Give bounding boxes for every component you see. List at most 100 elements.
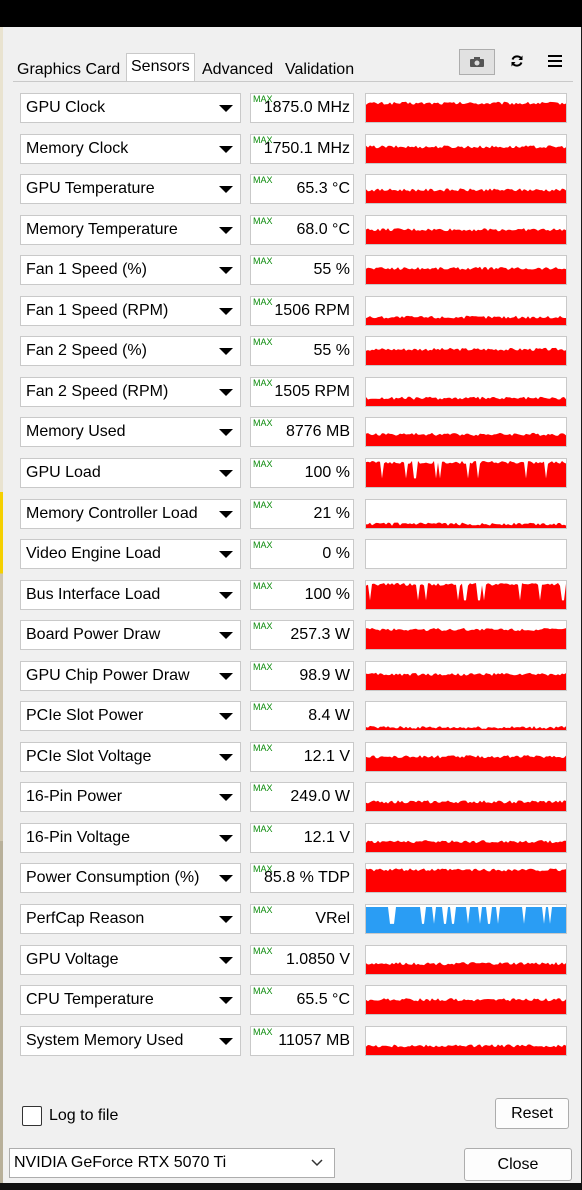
gpu-select[interactable]: NVIDIA GeForce RTX 5070 Ti — [9, 1148, 335, 1178]
sensor-name: CPU Temperature — [26, 991, 154, 1009]
close-button[interactable]: Close — [464, 1148, 572, 1181]
sensor-name-select[interactable]: GPU Temperature — [20, 174, 241, 205]
sensor-value: 8.4 W — [308, 707, 350, 725]
max-indicator: MAX — [253, 823, 273, 834]
sensor-name-select[interactable]: 16-Pin Voltage — [20, 822, 241, 853]
sensor-name-select[interactable]: Video Engine Load — [20, 539, 241, 570]
sensor-name-select[interactable]: Board Power Draw — [20, 620, 241, 651]
sensor-graph — [365, 985, 567, 1016]
sensor-value: 257.3 W — [290, 626, 350, 644]
sensor-graph — [365, 93, 567, 123]
screenshot-button[interactable] — [459, 49, 495, 75]
sensor-value: 65.3 °C — [296, 180, 350, 198]
tab-advanced[interactable]: Advanced — [202, 61, 274, 78]
sensor-name-select[interactable]: Bus Interface Load — [20, 579, 241, 610]
sensor-name-select[interactable]: Memory Used — [20, 417, 241, 448]
sensor-graph — [365, 904, 567, 934]
sensor-graph-area — [366, 754, 566, 771]
sensor-value: 1875.0 MHz — [263, 99, 350, 116]
desktop-background-strip — [0, 27, 3, 1190]
menu-button[interactable] — [541, 49, 569, 73]
sensor-value: 12.1 V — [303, 828, 350, 846]
sensor-row: Memory Controller Load MAX 21 % — [20, 498, 567, 529]
sensor-name-select[interactable]: Fan 2 Speed (%) — [20, 336, 241, 367]
log-to-file-control[interactable]: Log to file — [22, 1105, 118, 1127]
sensor-value-box: MAX 85.8 % TDP — [250, 863, 354, 894]
sensor-graph — [365, 417, 567, 448]
sensor-graph-area — [366, 672, 566, 690]
max-indicator: MAX — [253, 377, 273, 388]
sensor-value: 1506 RPM — [274, 301, 350, 319]
sensor-graph — [365, 295, 567, 326]
sensor-name-select[interactable]: GPU Chip Power Draw — [20, 660, 241, 691]
sensor-name-select[interactable]: PCIe Slot Voltage — [20, 741, 241, 772]
sensor-name: Memory Used — [26, 423, 126, 441]
sensor-name-select[interactable]: PCIe Slot Power — [20, 701, 241, 732]
sensor-value: 68.0 °C — [296, 220, 350, 238]
sensor-name-select[interactable]: GPU Clock — [20, 93, 241, 123]
sensor-value: 8776 MB — [285, 423, 350, 441]
sensor-name-select[interactable]: System Memory Used — [20, 1025, 241, 1056]
max-indicator: MAX — [253, 621, 273, 632]
sensor-row: Fan 1 Speed (%) MAX 55 % — [20, 255, 567, 286]
sensor-row: GPU Clock MAX 1875.0 MHz — [20, 93, 567, 123]
sensor-graph-area — [366, 315, 566, 325]
sensor-row: GPU Load MAX 100 % — [20, 457, 567, 488]
sensor-value-box: MAX 12.1 V — [250, 822, 354, 853]
tab-validation[interactable]: Validation — [285, 61, 355, 78]
max-indicator: MAX — [253, 94, 273, 104]
sensor-value: 100 % — [304, 585, 350, 603]
reset-button[interactable]: Reset — [495, 1098, 569, 1129]
sensor-row: 16-Pin Voltage MAX 12.1 V — [20, 822, 567, 853]
sensor-value-box: MAX 1875.0 MHz — [250, 93, 354, 123]
sensor-row: Fan 1 Speed (RPM) MAX 1506 RPM — [20, 295, 567, 326]
sensor-name: System Memory Used — [26, 1031, 184, 1049]
dropdown-arrow-icon — [219, 145, 233, 153]
tab-sensors[interactable]: Sensors — [126, 53, 195, 82]
sensor-value-box: MAX 1.0850 V — [250, 944, 354, 975]
dropdown-arrow-icon — [219, 469, 233, 477]
sensor-name-select[interactable]: Fan 1 Speed (RPM) — [20, 295, 241, 326]
sensor-graph-area — [366, 582, 566, 609]
sensor-value: 21 % — [313, 504, 350, 522]
sensor-name: GPU Voltage — [26, 950, 119, 968]
desktop-top-bar — [0, 0, 582, 27]
sensor-name-select[interactable]: Fan 1 Speed (%) — [20, 255, 241, 286]
dropdown-arrow-icon — [219, 105, 233, 112]
sensor-name: PCIe Slot Voltage — [26, 747, 152, 765]
sensor-row: Power Consumption (%) MAX 85.8 % TDP — [20, 863, 567, 894]
refresh-button[interactable] — [503, 49, 531, 73]
sensor-graph-area — [366, 868, 566, 893]
sensor-name-select[interactable]: Power Consumption (%) — [20, 863, 241, 894]
sensor-value-box: MAX 249.0 W — [250, 782, 354, 813]
sensor-row: Board Power Draw MAX 257.3 W — [20, 620, 567, 651]
log-to-file-label: Log to file — [49, 1107, 119, 1124]
sensor-value-box: MAX 100 % — [250, 457, 354, 488]
max-indicator: MAX — [253, 175, 273, 186]
dropdown-arrow-icon — [219, 388, 233, 396]
sensor-name: GPU Temperature — [26, 180, 155, 198]
log-to-file-checkbox[interactable] — [22, 1106, 42, 1126]
sensor-value: 98.9 W — [299, 666, 350, 684]
sensor-name-select[interactable]: GPU Load — [20, 457, 241, 488]
sensor-name-select[interactable]: PerfCap Reason — [20, 904, 241, 934]
sensor-graph-area — [366, 144, 566, 163]
sensor-row: GPU Temperature MAX 65.3 °C — [20, 174, 567, 205]
sensor-row: PCIe Slot Power MAX 8.4 W — [20, 701, 567, 732]
sensor-row: Memory Temperature MAX 68.0 °C — [20, 214, 567, 245]
sensor-name-select[interactable]: GPU Voltage — [20, 944, 241, 975]
sensor-name-select[interactable]: CPU Temperature — [20, 985, 241, 1016]
menu-icon — [548, 55, 562, 67]
tab-graphics-card[interactable]: Graphics Card — [17, 61, 121, 78]
sensor-name-select[interactable]: Fan 2 Speed (RPM) — [20, 376, 241, 407]
sensor-name: PCIe Slot Power — [26, 707, 144, 725]
sensor-graph-area — [366, 628, 566, 650]
sensor-value-box: MAX 1506 RPM — [250, 295, 354, 326]
sensor-row: PerfCap Reason MAX VRel — [20, 904, 567, 934]
max-indicator: MAX — [253, 864, 273, 875]
max-indicator: MAX — [253, 134, 273, 145]
sensor-name-select[interactable]: 16-Pin Power — [20, 782, 241, 813]
sensor-name-select[interactable]: Memory Temperature — [20, 214, 241, 245]
sensor-name-select[interactable]: Memory Clock — [20, 133, 241, 164]
sensor-name-select[interactable]: Memory Controller Load — [20, 498, 241, 529]
